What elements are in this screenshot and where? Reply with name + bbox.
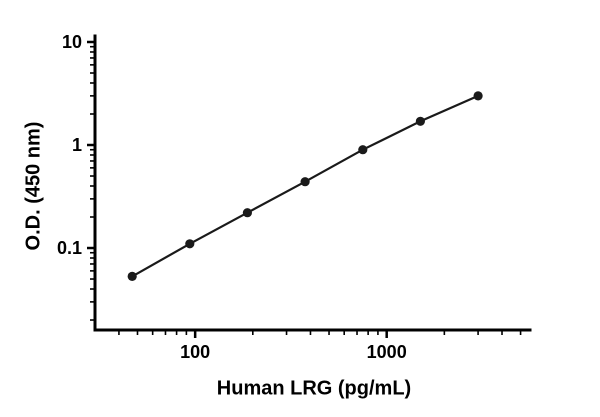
data-point-marker xyxy=(300,177,310,187)
x-axis-title: Human LRG (pg/mL) xyxy=(216,377,412,400)
y-tick-label: 10 xyxy=(62,32,82,52)
data-point-marker xyxy=(473,91,483,101)
data-point-marker xyxy=(185,239,195,249)
data-point-marker xyxy=(415,116,425,126)
data-point-marker xyxy=(242,208,252,218)
data-point-marker xyxy=(127,271,137,281)
x-tick-label: 1000 xyxy=(367,342,407,362)
y-tick-label: 1 xyxy=(72,135,82,155)
data-point-marker xyxy=(358,145,368,155)
y-tick-label: 0.1 xyxy=(57,238,82,258)
x-tick-label: 100 xyxy=(180,342,210,362)
y-axis-title: O.D. (450 nm) xyxy=(22,121,45,251)
